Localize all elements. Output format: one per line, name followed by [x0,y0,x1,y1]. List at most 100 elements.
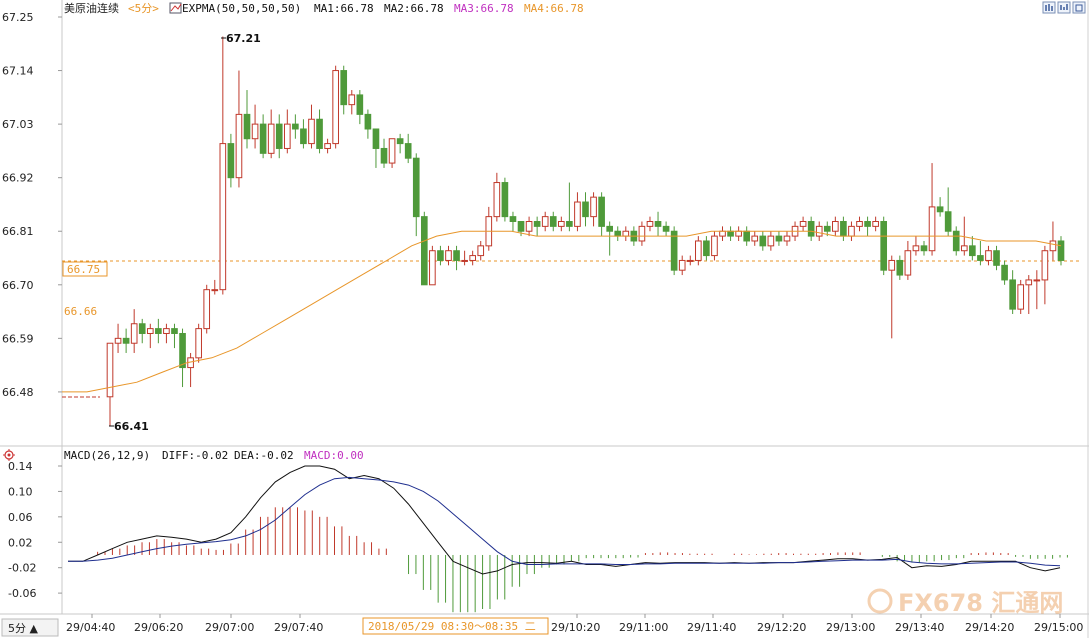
candle-body [469,255,476,261]
candle-body [912,245,920,252]
price-tick-label: 66.70 [2,279,34,292]
time-tick-label: 29/07:40 [274,621,323,634]
candle-body [815,225,823,237]
candle-body [775,235,783,242]
candle-body [832,221,839,232]
time-tick-label: 29/10:20 [551,621,600,634]
candle-body [1017,284,1025,310]
crosshair-time-box [362,617,549,635]
candle-body [533,221,541,227]
candle-body [493,182,501,218]
candle-body [711,235,718,257]
candle-body [888,259,896,271]
candle-body [541,216,549,227]
time-tick-label: 29/07:00 [205,621,254,634]
time-tick-label: 29/15:00 [1034,621,1083,634]
diff-line [68,465,1061,575]
candle-body [993,250,1000,266]
price-tick-label: 66.92 [2,172,34,185]
candle-body [670,230,678,271]
candle-body [171,328,178,334]
candle-body [566,221,573,227]
toolbar-icons[interactable] [1042,1,1086,14]
candle-body [364,113,372,130]
macd-tick-label: -0.02 [8,562,36,575]
macd-tick-label: 0.06 [8,511,33,524]
candle-body [969,245,976,257]
candle-body [420,216,428,286]
candle-body [662,225,670,232]
candle-body [1041,250,1049,281]
candle-body [146,328,154,334]
macd-diff: DIFF:-0.02 [162,449,228,462]
candle-body [332,70,339,145]
candle-body [654,221,662,227]
price-tick-label: 66.48 [2,386,34,399]
time-tick-label: 29/11:40 [687,621,736,634]
candle-body [985,250,992,261]
candle-body [437,250,444,261]
candle-body [735,230,742,237]
time-tick-label: 29/13:40 [895,621,944,634]
price-tick-label: 67.14 [2,65,34,78]
symbol-title: 美原油连续 [64,1,119,15]
candle-body [622,230,630,237]
time-axis: 29/04:40 29/06:20 29/07:00 29/07:40 29/10:20… [66,614,1083,634]
price-tick-label: 67.25 [2,11,34,24]
candle-body [646,221,654,227]
candle-body [122,337,130,344]
fullscreen-icon[interactable] [1072,1,1086,14]
candle-body [477,245,485,257]
candle-body [767,235,775,247]
candle-body [977,255,984,261]
candle-body [308,118,315,145]
candle-body [703,240,710,257]
macd-histogram [97,507,1068,613]
macd-name: MACD(26,12,9) [64,449,150,462]
candle-body [848,225,855,237]
price-tick-label: 67.03 [2,118,34,131]
ma-price-tag: 66.66 [64,305,97,318]
candle-body [872,221,879,227]
candle-body [574,201,581,227]
candle-body [590,196,597,218]
period-button[interactable] [1,618,59,637]
candle-body [686,259,694,262]
candle-body [356,94,364,115]
candle-body [155,328,162,334]
candle-body [904,250,912,276]
candle-body [163,328,170,334]
candle-body [509,216,517,222]
candle-body [372,128,380,149]
candle-body [638,225,646,242]
period-button-label: 5分 ▲ [8,622,38,635]
candle-body [525,221,533,232]
candle-body [960,245,968,252]
candle-body [719,230,726,237]
candle-body [678,259,686,271]
candle-body [517,221,525,232]
candle-body [429,250,436,286]
candle-body [695,240,702,261]
price-axis: 67.25 67.14 67.03 66.92 66.81 66.70 66.59 66.48 [2,11,62,399]
current-price-tag: 66.75 [67,263,100,276]
candle-body [501,182,509,218]
candle-body [211,289,219,292]
candle-body [880,221,888,271]
macd-tick-label: 0.02 [8,536,33,549]
candle-body [598,196,605,227]
time-tick-label: 29/06:20 [134,621,183,634]
candle-body [759,235,767,247]
candle-body [324,143,331,149]
macd-tick-label: 0.14 [8,460,33,473]
watermark-text: FX678 汇通网 [898,589,1063,617]
macd-tick-label: 0.10 [8,485,33,498]
dea-line [68,476,1061,567]
candles-group [106,36,1065,426]
gear-icon[interactable] [3,449,15,461]
price-tick-label: 66.81 [2,225,34,238]
candle-body [283,123,291,149]
candle-body [928,206,936,252]
expma-line [62,230,1062,393]
